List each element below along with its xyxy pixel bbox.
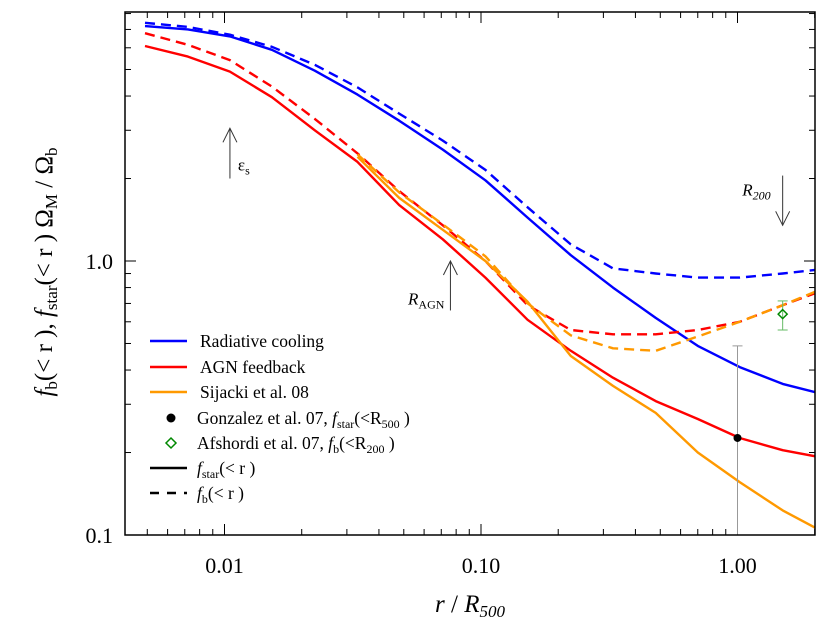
legend-item: AGN feedback bbox=[150, 357, 306, 377]
text-part: (< r ) bbox=[219, 458, 255, 478]
text-part: star bbox=[42, 285, 61, 310]
text-part: Gonzalez et al. 07, bbox=[197, 408, 332, 428]
text-part: R bbox=[741, 181, 753, 200]
legend: Radiative cooling AGN feedback Sijacki et … bbox=[150, 331, 410, 506]
text-part: Afshordi et al. 07, bbox=[197, 433, 328, 453]
legend-swatch-diamond bbox=[164, 436, 178, 450]
text-part: f bbox=[197, 458, 204, 478]
annotation-r200: R200 bbox=[741, 181, 770, 203]
text-part: f bbox=[328, 433, 335, 453]
annotation-eps: εs bbox=[238, 156, 250, 178]
series-radiative-cooling-f-star bbox=[144, 24, 815, 394]
text-part: f bbox=[332, 408, 339, 428]
legend-item: fb(< r ) bbox=[150, 483, 244, 506]
series-radiative-cooling-f-b bbox=[144, 21, 815, 279]
legend-label: fstar(< r ) bbox=[197, 458, 255, 481]
legend-label: fb(< r ) bbox=[197, 483, 244, 506]
series-sijacki-et-al-08-f-b bbox=[356, 153, 815, 352]
text-part: b bbox=[42, 381, 61, 390]
text-part: R bbox=[407, 289, 419, 308]
legend-item: Afshordi et al. 07, fb(<R200 ) bbox=[164, 433, 395, 456]
series-lines bbox=[144, 21, 815, 529]
text-part: ) bbox=[384, 433, 394, 453]
legend-label: Sijacki et al. 08 bbox=[200, 382, 309, 402]
arrowhead-eps bbox=[222, 127, 238, 143]
legend-item: Sijacki et al. 08 bbox=[150, 382, 309, 402]
text-part: ) bbox=[400, 408, 410, 428]
legend-item: Gonzalez et al. 07, fstar(<R500 ) bbox=[166, 408, 410, 431]
series-agn-feedback-f-star bbox=[144, 44, 815, 458]
text-part: / Ω bbox=[31, 156, 58, 194]
text-part: M bbox=[42, 194, 61, 209]
text-part: R bbox=[463, 591, 479, 618]
text-part: 200 bbox=[753, 188, 771, 202]
text-part: star bbox=[337, 417, 354, 431]
text-part: f bbox=[31, 307, 58, 317]
legend-item: fstar(< r ) bbox=[150, 458, 255, 481]
x-tick-label: 1.00 bbox=[718, 553, 757, 578]
legend-item: Radiative cooling bbox=[150, 331, 324, 351]
series-agn-feedback-f-b bbox=[144, 32, 815, 336]
text-part: b bbox=[202, 492, 208, 506]
text-part: star bbox=[202, 467, 219, 481]
text-part: 500 bbox=[479, 602, 505, 621]
arrowhead-ragn bbox=[442, 259, 458, 276]
text-part: AGN bbox=[418, 297, 444, 311]
text-part: (< r ) Ω bbox=[31, 209, 58, 285]
text-part: f bbox=[197, 483, 204, 503]
text-part: / bbox=[445, 591, 464, 618]
x-tick-label: 0.01 bbox=[205, 553, 244, 578]
text-part: f bbox=[31, 387, 58, 397]
afshordi-data-point bbox=[777, 308, 789, 320]
legend-label: Afshordi et al. 07, fb(<R200 ) bbox=[197, 433, 395, 456]
text-part: Sijacki et al. 08 bbox=[200, 382, 309, 402]
legend-label: AGN feedback bbox=[200, 357, 306, 377]
annotation-ragn: RAGN bbox=[407, 289, 445, 311]
legend-label: Gonzalez et al. 07, fstar(<R500 ) bbox=[197, 408, 410, 431]
text-part: Radiative cooling bbox=[200, 331, 324, 351]
series-sijacki-et-al-08-f-star bbox=[356, 155, 815, 529]
text-part: b bbox=[42, 147, 61, 156]
axis-ticks: 0.01 0.10 1.00 0.1 1.0 bbox=[86, 12, 816, 578]
gonzalez-data-point bbox=[733, 433, 742, 442]
observation-points bbox=[732, 300, 789, 535]
y-axis-label: fb(< r ), fstar(< r ) ΩM / Ωb bbox=[31, 147, 61, 396]
text-part: 500 bbox=[382, 417, 400, 431]
text-part: b bbox=[333, 442, 339, 456]
plot-frame bbox=[124, 11, 816, 536]
legend-swatch-dot bbox=[166, 413, 176, 423]
text-part: s bbox=[245, 163, 250, 177]
text-part: (<R bbox=[354, 408, 382, 428]
arrowhead-r200 bbox=[775, 211, 791, 227]
text-part: (< r ), bbox=[31, 317, 58, 381]
text-part: (< r ) bbox=[208, 483, 244, 503]
legend-label: Radiative cooling bbox=[200, 331, 324, 351]
text-part: 200 bbox=[366, 442, 384, 456]
y-tick-label: 0.1 bbox=[86, 523, 114, 548]
x-axis-label: r / R500 bbox=[435, 591, 505, 621]
text-part: ε bbox=[238, 156, 245, 175]
text-part: AGN feedback bbox=[200, 357, 306, 377]
text-part: (<R bbox=[339, 433, 367, 453]
y-tick-label: 1.0 bbox=[86, 249, 114, 274]
x-tick-label: 0.10 bbox=[462, 553, 501, 578]
text-part: r bbox=[435, 591, 445, 618]
